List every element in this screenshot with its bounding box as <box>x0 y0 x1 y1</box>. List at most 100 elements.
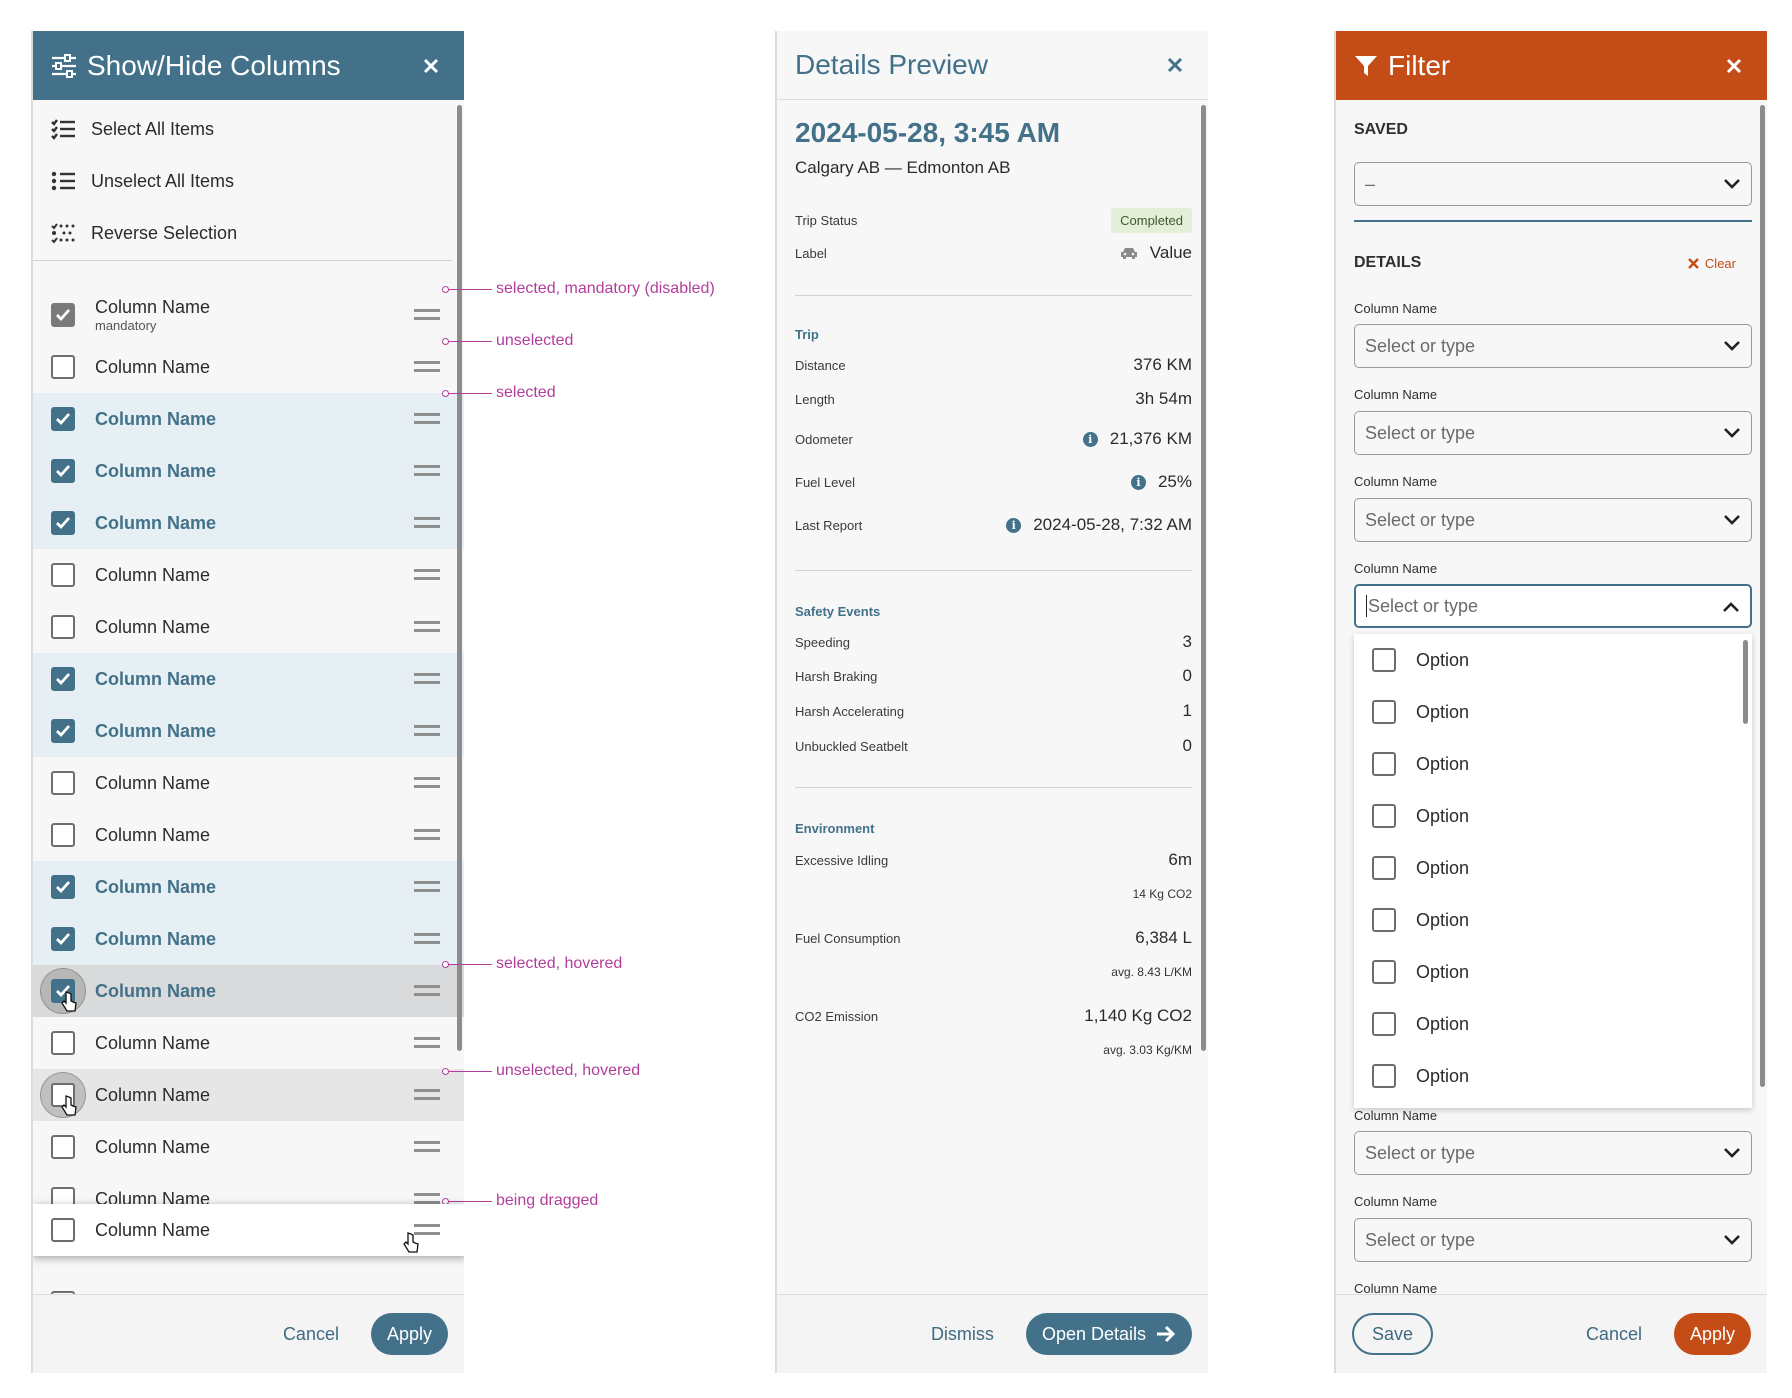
dropdown-option[interactable]: Option <box>1354 634 1750 686</box>
checkbox[interactable] <box>51 407 75 431</box>
filter-panel-header: Filter <box>1336 31 1767 100</box>
save-button[interactable]: Save <box>1352 1313 1434 1355</box>
column-row[interactable]: Column Name mandatory <box>33 289 464 341</box>
unselect-all-button[interactable]: Unselect All Items <box>33 155 452 207</box>
dropdown-option[interactable]: Option <box>1354 998 1750 1050</box>
dropdown-scrollbar[interactable] <box>1743 640 1748 724</box>
checkbox[interactable] <box>1372 960 1396 984</box>
drag-handle-icon[interactable] <box>414 777 440 789</box>
saved-filter-select[interactable]: – <box>1354 162 1752 206</box>
checkbox[interactable] <box>51 719 75 743</box>
checkbox[interactable] <box>51 1135 75 1159</box>
drag-handle-icon[interactable] <box>414 1141 440 1153</box>
dropdown-option[interactable]: Option <box>1354 842 1750 894</box>
drag-handle-icon[interactable] <box>414 673 440 685</box>
drag-handle-icon[interactable] <box>414 881 440 893</box>
drag-handle-icon[interactable] <box>414 413 440 425</box>
column-row[interactable]: Column Name <box>33 809 464 861</box>
close-icon[interactable] <box>1719 51 1749 81</box>
drag-handle-icon[interactable] <box>414 361 440 373</box>
info-icon[interactable]: i <box>1130 474 1146 490</box>
checkbox[interactable] <box>51 511 75 535</box>
column-row[interactable]: Column Name <box>33 601 464 653</box>
column-row[interactable]: Column Name <box>33 1017 464 1069</box>
checkbox[interactable] <box>1372 804 1396 828</box>
select-all-button[interactable]: Select All Items <box>33 103 452 155</box>
column-row[interactable]: Column Name <box>33 1204 464 1256</box>
close-icon[interactable] <box>1160 50 1190 80</box>
scrollbar[interactable] <box>1201 105 1206 1051</box>
dismiss-button[interactable]: Dismiss <box>930 1323 994 1344</box>
cancel-button[interactable]: Cancel <box>282 1323 339 1344</box>
column-row[interactable]: Column Name <box>33 497 464 549</box>
column-row[interactable]: Column Name <box>33 705 464 757</box>
column-row[interactable]: Column Name <box>33 913 464 965</box>
checkbox[interactable] <box>1372 1064 1396 1088</box>
checkbox[interactable] <box>51 459 75 483</box>
clear-button[interactable]: Clear <box>1688 256 1736 271</box>
drag-handle-icon[interactable] <box>414 985 440 997</box>
checkbox[interactable] <box>1372 648 1396 672</box>
column-row[interactable]: Column Name <box>33 1069 464 1121</box>
drag-handle-icon[interactable] <box>414 933 440 945</box>
dropdown-option[interactable]: Option <box>1354 894 1750 946</box>
dropdown-option[interactable]: Option <box>1354 1050 1750 1102</box>
checkbox[interactable] <box>51 771 75 795</box>
checkbox[interactable] <box>51 667 75 691</box>
drag-handle-icon[interactable] <box>414 1224 440 1236</box>
column-filter-select[interactable]: Select or type <box>1354 498 1752 542</box>
checkbox[interactable] <box>51 355 75 379</box>
column-row[interactable]: Column Name <box>33 445 464 497</box>
drag-handle-icon[interactable] <box>414 465 440 477</box>
column-row[interactable]: Column Name <box>33 341 464 393</box>
option-label: Option <box>1416 1013 1470 1034</box>
drag-handle-icon[interactable] <box>414 725 440 737</box>
scrollbar[interactable] <box>457 105 462 1051</box>
checkbox[interactable] <box>51 563 75 587</box>
drag-handle-icon[interactable] <box>414 1193 440 1205</box>
dropdown-option[interactable]: Option <box>1354 686 1750 738</box>
checkbox[interactable] <box>51 615 75 639</box>
checkbox[interactable] <box>1372 700 1396 724</box>
drag-handle-icon[interactable] <box>414 621 440 633</box>
column-row[interactable]: Column Name <box>33 1121 464 1173</box>
column-filter-select[interactable]: Select or type <box>1354 411 1752 455</box>
column-filter-select[interactable]: Select or type <box>1354 1218 1752 1262</box>
checkbox[interactable] <box>1372 856 1396 880</box>
info-icon[interactable]: i <box>1006 517 1022 533</box>
checkbox[interactable] <box>51 823 75 847</box>
column-row[interactable]: Column Name <box>33 653 464 705</box>
checkbox[interactable] <box>51 927 75 951</box>
drag-handle-icon[interactable] <box>414 309 440 321</box>
dropdown-option[interactable]: Option <box>1354 946 1750 998</box>
column-filter-select[interactable]: Select or type <box>1354 1131 1752 1175</box>
cancel-button[interactable]: Cancel <box>1585 1323 1642 1344</box>
checkbox[interactable] <box>1372 908 1396 932</box>
checkbox[interactable] <box>51 1031 75 1055</box>
open-details-button[interactable]: Open Details <box>1025 1313 1192 1355</box>
column-row[interactable]: Column Name <box>33 393 464 445</box>
close-icon[interactable] <box>416 51 446 81</box>
column-row[interactable]: Column Name <box>33 757 464 809</box>
info-icon[interactable]: i <box>1082 431 1098 447</box>
column-filter-select[interactable]: Select or type <box>1354 324 1752 368</box>
column-row[interactable]: Column Name <box>33 965 464 1017</box>
drag-handle-icon[interactable] <box>414 1037 440 1049</box>
checkbox[interactable] <box>1372 1012 1396 1036</box>
drag-handle-icon[interactable] <box>414 829 440 841</box>
apply-button[interactable]: Apply <box>370 1313 448 1355</box>
drag-handle-icon[interactable] <box>414 1089 440 1101</box>
checkbox[interactable] <box>51 875 75 899</box>
apply-button[interactable]: Apply <box>1673 1313 1751 1355</box>
column-row[interactable]: Column Name <box>33 861 464 913</box>
drag-handle-icon[interactable] <box>414 569 440 581</box>
checkbox[interactable] <box>1372 752 1396 776</box>
scrollbar[interactable] <box>1760 105 1765 1087</box>
drag-handle-icon[interactable] <box>414 517 440 529</box>
column-row[interactable]: Column Name <box>33 549 464 601</box>
column-filter-select-open[interactable]: Select or type <box>1354 584 1752 628</box>
dropdown-option[interactable]: Option <box>1354 790 1750 842</box>
reverse-selection-button[interactable]: Reverse Selection <box>33 207 452 259</box>
dropdown-option[interactable]: Option <box>1354 738 1750 790</box>
checkbox[interactable] <box>51 1218 75 1242</box>
